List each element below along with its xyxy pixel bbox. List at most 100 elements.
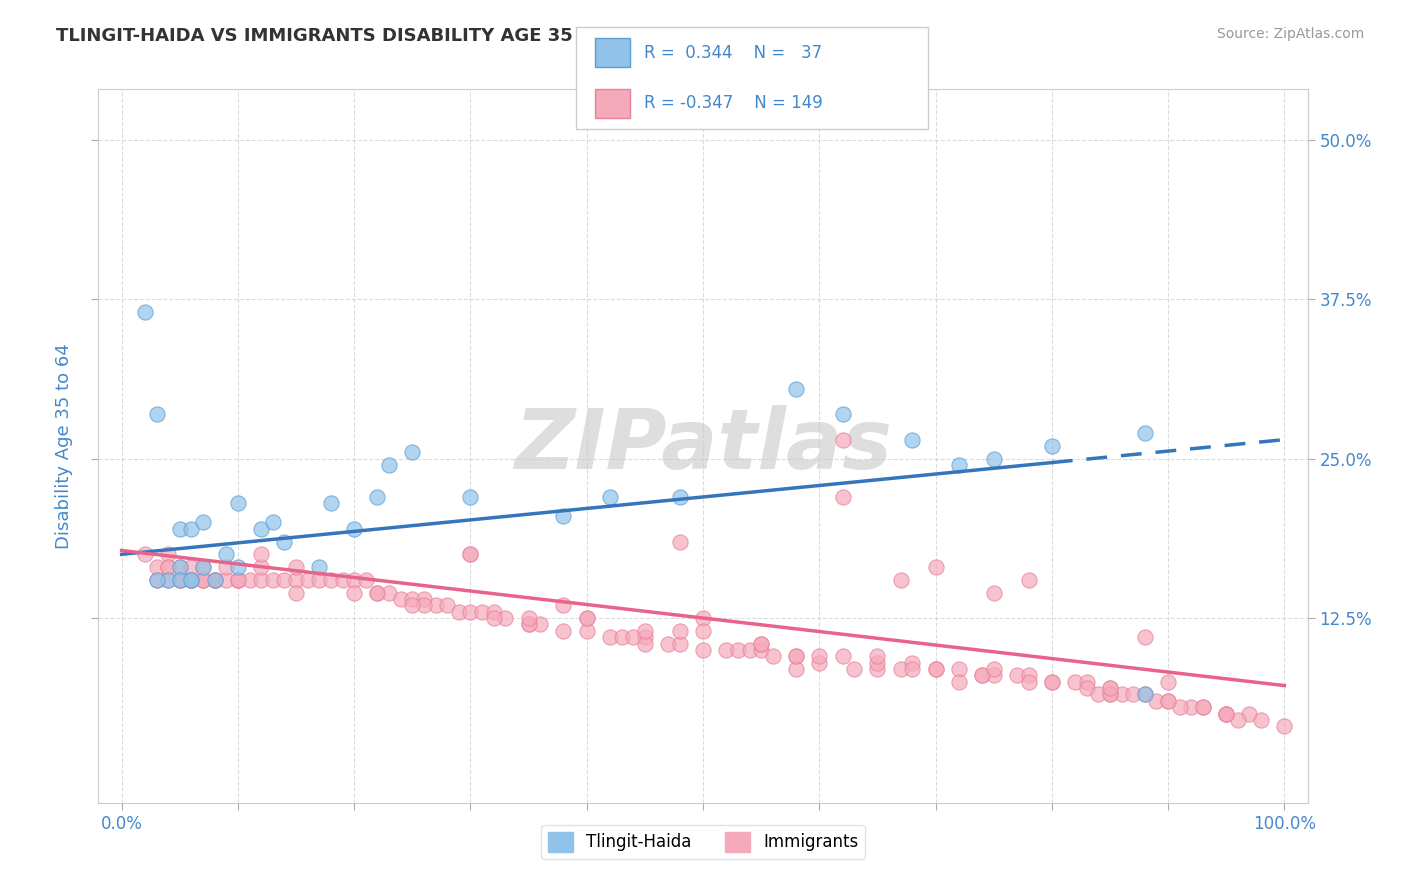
Point (1215, 706, 1237, 721)
Point (366, 585, 388, 599)
Point (517, 617, 540, 632)
Point (319, 496, 342, 510)
Point (169, 573, 191, 587)
Point (471, 605, 494, 619)
Point (634, 636, 657, 650)
Point (727, 643, 749, 657)
Point (692, 643, 714, 657)
Point (924, 560, 946, 574)
Point (366, 490, 388, 504)
Point (460, 547, 482, 561)
Point (785, 382, 807, 396)
Point (1018, 668, 1040, 682)
Point (1226, 713, 1249, 727)
Point (1272, 719, 1295, 733)
Point (948, 458, 970, 472)
Point (1076, 674, 1098, 689)
Text: ZIPatlas: ZIPatlas (515, 406, 891, 486)
Point (1122, 688, 1144, 702)
Point (285, 585, 308, 599)
Point (517, 611, 540, 625)
Point (401, 591, 423, 606)
Point (157, 560, 180, 574)
Point (157, 573, 180, 587)
Point (134, 547, 156, 561)
Point (482, 611, 505, 625)
Point (599, 630, 621, 644)
Point (1098, 688, 1121, 702)
Point (866, 649, 889, 664)
Point (169, 560, 191, 574)
Point (1018, 573, 1040, 587)
Point (169, 560, 191, 574)
Point (204, 573, 226, 587)
Point (215, 560, 238, 574)
Point (460, 547, 482, 561)
Point (1192, 700, 1215, 714)
Point (785, 662, 807, 676)
Point (226, 496, 249, 510)
Point (273, 534, 295, 549)
Point (343, 573, 366, 587)
Point (343, 522, 366, 536)
Point (145, 560, 167, 574)
Point (226, 573, 249, 587)
Point (436, 599, 458, 613)
Point (460, 490, 482, 504)
Point (215, 573, 238, 587)
Point (599, 490, 621, 504)
Point (273, 573, 295, 587)
Point (1215, 706, 1237, 721)
Point (1098, 688, 1121, 702)
Point (1133, 426, 1156, 441)
Point (983, 451, 1005, 466)
Point (460, 605, 482, 619)
Point (180, 573, 202, 587)
Point (191, 573, 214, 587)
Point (692, 624, 714, 638)
Text: R = -0.347    N = 149: R = -0.347 N = 149 (644, 95, 823, 112)
Point (401, 445, 423, 459)
Point (1098, 681, 1121, 695)
Point (180, 522, 202, 536)
Point (378, 585, 401, 599)
Point (389, 591, 412, 606)
Point (1157, 694, 1180, 708)
Point (1192, 700, 1215, 714)
Point (285, 560, 308, 574)
Point (250, 522, 273, 536)
Point (425, 599, 447, 613)
Point (553, 624, 575, 638)
Point (378, 458, 401, 472)
Point (204, 573, 226, 587)
Point (749, 636, 772, 650)
Point (169, 573, 191, 587)
Point (553, 509, 575, 524)
Point (1040, 674, 1063, 689)
Point (1064, 674, 1087, 689)
Point (215, 547, 238, 561)
Point (204, 573, 226, 587)
Point (634, 624, 657, 638)
Point (157, 547, 180, 561)
Point (180, 573, 202, 587)
Point (831, 433, 853, 447)
Point (145, 573, 167, 587)
Point (831, 407, 853, 421)
Point (924, 662, 946, 676)
Legend: Tlingit-Haida, Immigrants: Tlingit-Haida, Immigrants (541, 825, 865, 859)
Point (785, 649, 807, 664)
Point (1111, 688, 1133, 702)
Point (785, 649, 807, 664)
Point (354, 573, 377, 587)
Point (692, 611, 714, 625)
Point (297, 573, 319, 587)
Point (948, 662, 970, 676)
Point (866, 662, 889, 676)
Point (494, 611, 516, 625)
Point (575, 611, 598, 625)
Point (738, 643, 761, 657)
Point (169, 573, 191, 587)
Text: TLINGIT-HAIDA VS IMMIGRANTS DISABILITY AGE 35 TO 64 CORRELATION CHART: TLINGIT-HAIDA VS IMMIGRANTS DISABILITY A… (56, 27, 859, 45)
Point (901, 662, 924, 676)
